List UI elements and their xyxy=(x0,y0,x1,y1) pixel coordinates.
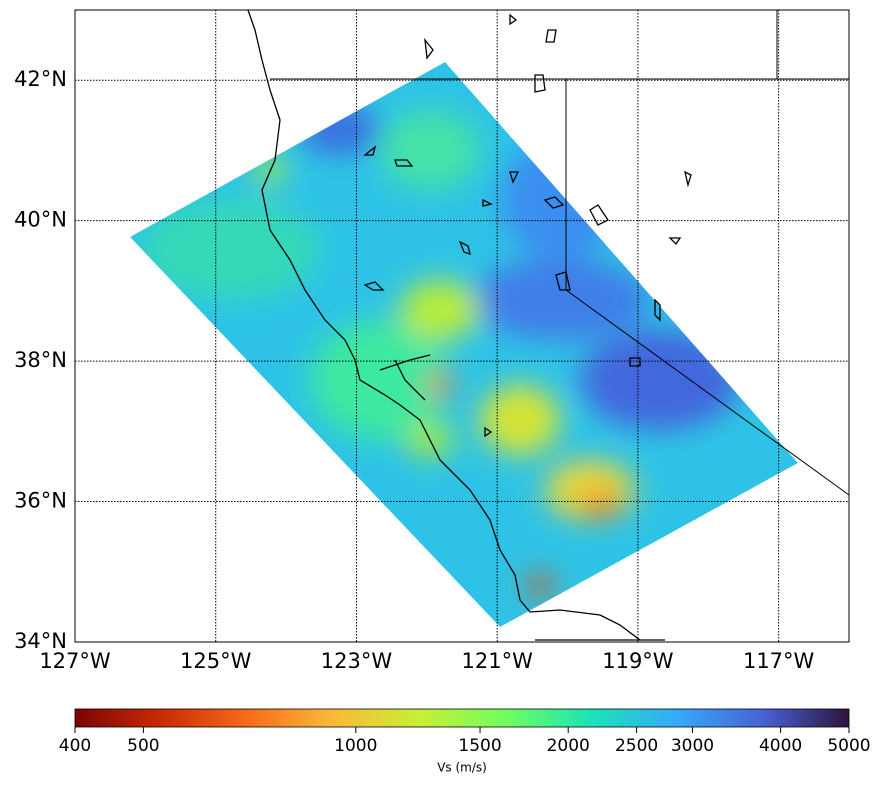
x-tick-label: 127°W xyxy=(39,649,111,673)
coastline xyxy=(247,9,692,641)
y-tick-label: 42°N xyxy=(14,67,67,91)
colorbar-tick-label: 2000 xyxy=(547,736,590,756)
colorbar-tick-label: 2500 xyxy=(615,736,658,756)
y-tick-label: 36°N xyxy=(14,489,67,513)
colorbar-tick-label: 1000 xyxy=(334,736,377,756)
x-tick-label: 125°W xyxy=(180,649,252,673)
state-borders xyxy=(270,10,850,496)
x-tick-label: 117°W xyxy=(743,649,815,673)
colorbar-tick-label: 1500 xyxy=(458,736,501,756)
colorbar-tick-label: 500 xyxy=(127,736,159,756)
colorbar xyxy=(74,708,850,728)
velocity-field xyxy=(130,62,798,627)
colorbar-tick-label: 4000 xyxy=(759,736,802,756)
colorbar-label: Vs (m/s) xyxy=(437,761,487,775)
x-tick-label: 121°W xyxy=(462,649,534,673)
y-tick-label: 40°N xyxy=(14,208,67,232)
colorbar-tick-label: 5000 xyxy=(827,736,870,756)
y-tick-label: 38°N xyxy=(14,348,67,372)
x-tick-label: 123°W xyxy=(321,649,393,673)
y-tick-label: 34°N xyxy=(14,629,67,653)
colorbar-tick-label: 400 xyxy=(59,736,91,756)
map-frame xyxy=(74,9,850,643)
x-tick-label: 119°W xyxy=(602,649,674,673)
colorbar-tick-label: 3000 xyxy=(671,736,714,756)
